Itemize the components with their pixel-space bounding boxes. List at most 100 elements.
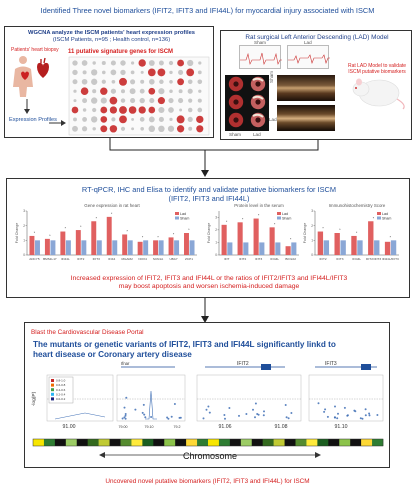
chromosome-band xyxy=(142,439,154,446)
matrix-dot xyxy=(178,98,184,104)
dot-matrix-frame xyxy=(68,56,210,136)
bar-sham xyxy=(96,240,102,255)
chromosome-frame xyxy=(32,438,384,447)
matrix-dot xyxy=(72,69,78,76)
matrix-dot xyxy=(82,108,87,112)
matrix-dot xyxy=(186,68,195,77)
legend-swatch-lad xyxy=(175,212,179,215)
matrix-dot xyxy=(111,117,116,122)
echo-lad-image xyxy=(277,105,335,131)
lad-panel: Rat surgical Left Anterior Descending (L… xyxy=(220,30,412,140)
ecg-lad-box: Lad xyxy=(287,40,330,69)
locus-panel-frame xyxy=(308,374,384,422)
position-label: 91.08 xyxy=(275,424,288,430)
snp-point xyxy=(323,410,326,413)
snp-point xyxy=(326,415,329,418)
matrix-dot xyxy=(120,126,126,131)
legend-swatch-sham xyxy=(175,216,179,220)
matrix-dot xyxy=(82,70,87,75)
snp-point xyxy=(223,414,226,416)
matrix-dot xyxy=(187,79,193,85)
matrix-dot xyxy=(111,79,116,84)
bar-sham xyxy=(374,240,380,255)
snp-point xyxy=(285,416,288,419)
significance-mark: * xyxy=(96,216,98,220)
matrix-dot xyxy=(92,107,97,113)
snp-point xyxy=(346,414,349,417)
bar-sham xyxy=(243,242,249,255)
significance-mark: * xyxy=(226,220,228,224)
ecg-sham-label: Sham xyxy=(254,40,267,45)
matrix-dot xyxy=(73,117,77,122)
matrix-dot xyxy=(73,89,77,93)
y-tick-label: 0 xyxy=(215,253,217,257)
significance-mark: * xyxy=(290,237,292,241)
matrix-dot xyxy=(197,107,203,113)
infarct-area xyxy=(252,113,264,118)
infarct-area xyxy=(252,77,264,82)
y-tick-label: 1 xyxy=(311,239,313,243)
bar-sham xyxy=(275,242,281,255)
position-label: 91.00 xyxy=(63,424,76,430)
bar-sham xyxy=(227,242,233,255)
matrix-dot xyxy=(109,125,118,133)
matrix-dot xyxy=(157,97,165,105)
y-tick-label: 2 xyxy=(311,224,313,228)
model-note: Rat LAD Model to validate ISCM putative … xyxy=(341,63,413,75)
matrix-dot xyxy=(72,79,78,85)
matrix-dot xyxy=(139,97,145,104)
snp-point xyxy=(207,405,210,408)
bar-lad xyxy=(44,238,50,255)
matrix-dot xyxy=(169,70,173,75)
matrix-dot xyxy=(110,69,117,76)
legend-swatch-lad xyxy=(277,212,281,215)
matrix-dot xyxy=(119,77,127,86)
matrix-dot xyxy=(71,106,79,114)
category-label: MGAM2 xyxy=(121,257,133,261)
ld-legend-swatch xyxy=(51,379,54,382)
portal-panel: Blast the Cardiovascular Disease Portal … xyxy=(24,322,390,468)
bar-lad xyxy=(60,231,66,255)
bar-lad xyxy=(91,221,97,255)
y-tick-label: 1 xyxy=(215,241,217,245)
bar-lad xyxy=(122,234,128,255)
locus-panel-frame xyxy=(196,374,302,422)
bar-lad xyxy=(137,241,143,255)
category-label: NOX4 xyxy=(138,257,147,261)
heart-slice-lumen xyxy=(233,99,239,105)
bar-sham xyxy=(323,240,330,255)
matrix-dot xyxy=(197,79,203,85)
legend-label-sham: Sham xyxy=(382,216,391,220)
ecg-sham-box: Sham xyxy=(239,40,282,69)
category-label: BIOL02 xyxy=(285,257,296,261)
gene-label-ifit2: IFIT2 xyxy=(237,361,249,367)
matrix-dot xyxy=(188,126,193,131)
category-label: IFIT2 xyxy=(319,257,326,261)
snp-point xyxy=(254,402,257,405)
snp-point xyxy=(150,416,153,418)
chromosome-band xyxy=(120,439,132,446)
chromosome-band xyxy=(306,439,318,446)
significance-mark: * xyxy=(34,231,36,235)
significance-mark: * xyxy=(111,212,113,216)
y-tick-label: 3 xyxy=(311,209,313,213)
snp-point xyxy=(125,396,128,399)
heart-slice-lumen xyxy=(233,117,239,123)
snp-point xyxy=(245,413,248,415)
locus-y-label: -log(P) xyxy=(31,391,37,406)
bar-lad xyxy=(184,233,189,255)
infarct-area xyxy=(252,95,264,100)
bar-sham xyxy=(112,240,118,255)
position-label: 91.06 xyxy=(219,424,232,430)
snp-point xyxy=(254,416,256,419)
snp-point xyxy=(361,417,364,420)
chromosome-band xyxy=(153,439,165,446)
chromosome-band xyxy=(317,439,329,446)
chromosome-arrow-right xyxy=(315,452,321,458)
position-label: 79.2 xyxy=(174,425,181,429)
matrix-dot xyxy=(149,98,155,104)
bar-lad xyxy=(351,235,357,255)
y-axis-label: Fold Change xyxy=(303,223,307,244)
snp-point xyxy=(224,417,226,420)
